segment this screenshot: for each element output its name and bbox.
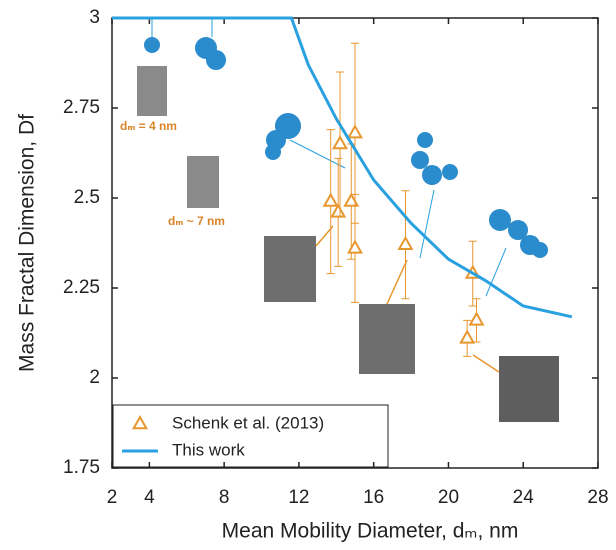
tem-image bbox=[137, 66, 167, 116]
line-series bbox=[112, 18, 572, 317]
x-tick-label: 20 bbox=[438, 487, 459, 508]
tem-image bbox=[187, 156, 219, 208]
legend-label: This work bbox=[172, 440, 245, 459]
tem-image bbox=[359, 304, 415, 374]
x-tick-label: 12 bbox=[288, 487, 309, 508]
data-point bbox=[332, 205, 345, 216]
y-tick-label: 2.25 bbox=[63, 277, 100, 298]
annotation: dₘ ~ 7 nm bbox=[168, 214, 225, 228]
legend-label: Schenk et al. (2013) bbox=[172, 413, 324, 432]
y-tick-label: 2 bbox=[89, 367, 100, 388]
y-tick-label: 1.75 bbox=[63, 457, 100, 478]
y-tick-label: 2.75 bbox=[63, 97, 100, 118]
chart: dₘ = 4 nm dₘ ~ 7 nm Mean Mobility Diamet… bbox=[0, 0, 616, 550]
x-tick-label: 16 bbox=[363, 487, 384, 508]
y-tick-label: 2.5 bbox=[74, 187, 100, 208]
data-point bbox=[334, 137, 347, 148]
y-axis-label: Mass Fractal Dimension, Df bbox=[16, 114, 39, 372]
data-point bbox=[324, 195, 337, 206]
x-tick-label: 8 bbox=[219, 487, 230, 508]
data-point bbox=[349, 241, 362, 252]
data-point bbox=[461, 331, 474, 342]
data-point bbox=[345, 195, 358, 206]
y-tick-label: 3 bbox=[89, 7, 100, 28]
x-tick-label: 24 bbox=[513, 487, 535, 508]
tem-image bbox=[264, 236, 316, 302]
page: {"chart_data": {"type": "scatter", "x_la… bbox=[0, 0, 616, 550]
data-point bbox=[399, 238, 412, 249]
x-tick-label: 28 bbox=[587, 487, 608, 508]
annotation: dₘ = 4 nm bbox=[120, 119, 177, 133]
tem-image bbox=[499, 356, 559, 422]
x-tick-label: 2 bbox=[107, 487, 118, 508]
data-point bbox=[349, 126, 362, 137]
x-axis-label: Mean Mobility Diameter, dₘ, nm bbox=[222, 520, 519, 543]
x-tick-label: 4 bbox=[144, 487, 155, 508]
data-point bbox=[470, 313, 483, 324]
